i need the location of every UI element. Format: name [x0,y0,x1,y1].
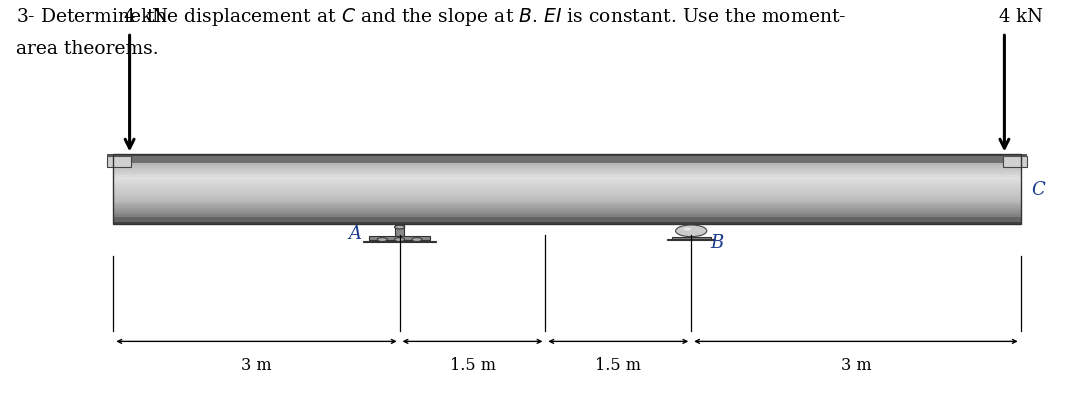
Bar [113,215,1021,217]
Bar [113,164,1021,166]
Circle shape [676,225,706,237]
Bar [113,170,1021,172]
Text: 3- Determine the displacement at $C$ and the slope at $B$. $EI$ is constant. Use: 3- Determine the displacement at $C$ and… [16,6,847,28]
Bar [113,196,1021,197]
Bar [113,199,1021,201]
Bar [113,166,1021,168]
Circle shape [411,238,422,242]
Bar [107,154,131,157]
Text: B: B [711,234,724,252]
Text: 3 m: 3 m [840,357,872,374]
Text: A: A [349,225,362,243]
Circle shape [394,225,405,229]
Bar [113,185,1021,186]
Bar [113,210,1021,212]
Bar [113,206,1021,208]
Bar [113,154,1021,156]
Bar [107,156,131,167]
Bar [113,222,1021,224]
Text: 4 kN: 4 kN [124,8,168,26]
Text: 1.5 m: 1.5 m [595,357,642,374]
Bar [667,239,715,240]
Bar [113,214,1021,215]
Bar [113,217,1021,224]
Text: 1.5 m: 1.5 m [449,357,496,374]
Text: C: C [1031,181,1045,199]
Bar [113,186,1021,188]
Bar [395,224,404,236]
Bar [113,197,1021,199]
Bar [1003,154,1027,157]
Bar [113,212,1021,214]
Bar [113,179,1021,181]
Bar [113,154,1021,224]
Bar [363,241,436,242]
Bar [1003,156,1027,167]
Bar [368,236,431,240]
Bar [113,183,1021,185]
Ellipse shape [372,241,428,242]
Bar [113,188,1021,190]
Bar [113,194,1021,196]
Bar [113,174,1021,175]
Bar [113,190,1021,192]
Circle shape [684,227,691,231]
Ellipse shape [675,239,707,240]
Text: 3 m: 3 m [241,357,272,374]
Bar [113,204,1021,206]
Bar [113,177,1021,179]
Bar [113,168,1021,170]
Text: area theorems.: area theorems. [16,40,159,59]
Circle shape [394,238,405,242]
Bar [113,201,1021,203]
Circle shape [377,238,388,242]
Bar [113,175,1021,177]
Bar [113,154,1021,163]
Bar [113,172,1021,174]
Bar [672,237,711,239]
Bar [113,208,1021,210]
Bar [113,192,1021,194]
Bar [113,163,1021,164]
Bar [113,203,1021,204]
Bar [113,181,1021,183]
Text: 4 kN: 4 kN [999,8,1043,26]
